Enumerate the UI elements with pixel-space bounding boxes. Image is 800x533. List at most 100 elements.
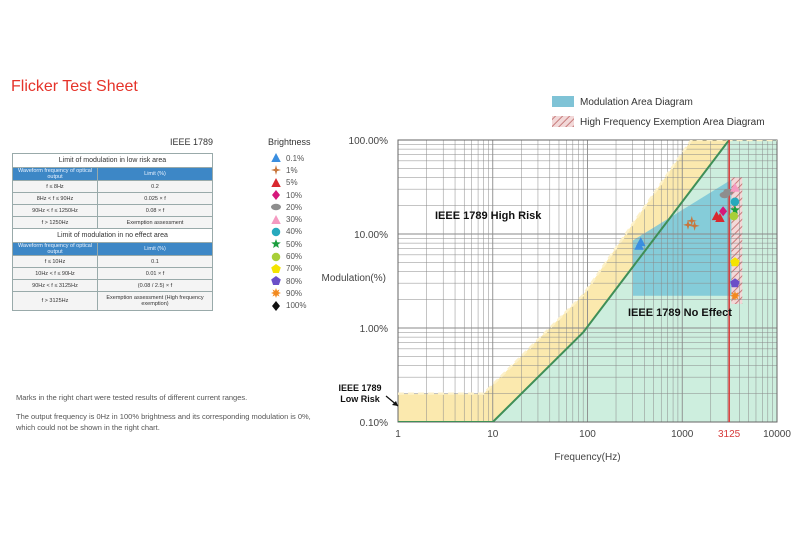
table-header-row: Waveform frequency of optical output Limi… <box>12 242 214 256</box>
triangle-marker-icon <box>271 214 281 224</box>
circle-marker-icon <box>271 227 281 237</box>
annotation-high-risk: IEEE 1789 High Risk <box>435 210 542 222</box>
table-cell: 0.1 <box>96 255 214 268</box>
table-cell: f > 1250Hz <box>12 216 98 229</box>
brightness-item: 30% <box>270 213 306 225</box>
brightness-label: 30% <box>286 215 303 225</box>
table-section-title: Limit of modulation in no effect area <box>12 228 213 243</box>
brightness-item: 90% <box>270 287 306 299</box>
diamond-marker-icon <box>272 300 280 311</box>
table-cell: f ≤ 10Hz <box>12 255 98 268</box>
y-tick-label: 0.10% <box>360 418 388 429</box>
x-tick-label: 100 <box>579 429 596 440</box>
plot-frame <box>397 139 778 423</box>
table-row: f > 3125Hz Exemption assessment (High fre… <box>12 291 214 311</box>
table-row: 10Hz < f ≤ 90Hz 0.01 × f <box>12 267 214 280</box>
annotation-no-effect: IEEE 1789 No Effect <box>628 307 732 319</box>
table-cell: 0.025 × f <box>96 192 214 205</box>
table-section-title: Limit of modulation in low risk area <box>12 153 213 168</box>
data-point <box>683 219 693 230</box>
star-marker-icon <box>271 239 281 249</box>
table-cell: 90Hz < f ≤ 3125Hz <box>12 279 98 292</box>
brightness-title: Brightness <box>268 137 311 147</box>
table-row: 8Hz < f ≤ 90Hz 0.025 × f <box>12 192 214 205</box>
annotation-low-risk-line2: Low Risk <box>340 394 381 404</box>
brightness-label: 10% <box>286 190 303 200</box>
triangle-marker-icon <box>271 153 281 163</box>
data-point <box>730 257 740 267</box>
data-point <box>729 211 739 221</box>
brightness-label: 60% <box>286 252 303 262</box>
pentagon-marker-icon <box>271 263 281 273</box>
table-cell: (0.08 / 2.5) × f <box>96 279 214 292</box>
y-tick-label: 1.00% <box>360 324 388 335</box>
table-cell: f ≤ 8Hz <box>12 180 98 193</box>
brightness-label: 1% <box>286 165 298 175</box>
brightness-label: 20% <box>286 202 303 212</box>
note-zero-frequency: The output frequency is 0Hz in 100% brig… <box>16 412 311 432</box>
table-row: 90Hz < f ≤ 1250Hz 0.08 × f <box>12 204 214 217</box>
triangle-marker-icon <box>271 177 281 187</box>
brightness-item: 50% <box>270 238 306 250</box>
note-tested-results: Marks in the right chart were tested res… <box>16 393 248 402</box>
brightness-label: 90% <box>286 288 303 298</box>
y-axis-label: Modulation(%) <box>322 273 386 284</box>
brightness-label: 70% <box>286 264 303 274</box>
brightness-label: 40% <box>286 227 303 237</box>
data-point <box>715 213 725 222</box>
low-risk-boundary <box>398 140 777 395</box>
brightness-label: 0.1% <box>286 153 305 163</box>
data-point <box>730 182 740 192</box>
brightness-item: 1% <box>270 164 306 176</box>
x-tick-label: 10 <box>487 429 499 440</box>
brightness-label: 5% <box>286 178 298 188</box>
x-tick-label: 10000 <box>763 429 791 440</box>
brightness-item: 80% <box>270 275 306 287</box>
brightness-label: 100% <box>286 301 307 311</box>
data-points <box>634 182 740 301</box>
x-tick-label: 1000 <box>671 429 694 440</box>
y-tick-label: 100.00% <box>349 136 389 147</box>
table-cell: 0.08 × f <box>96 204 214 217</box>
table-header-row: Waveform frequency of optical output Limi… <box>12 167 214 181</box>
data-point <box>730 278 740 288</box>
table-cell: Limit (%) <box>96 167 214 181</box>
circle-marker-icon <box>271 252 281 261</box>
legend-swatch <box>552 116 574 127</box>
table-cell: f > 3125Hz <box>12 291 98 311</box>
table-row: f ≤ 10Hz 0.1 <box>12 255 214 268</box>
legend-swatch <box>552 96 574 107</box>
table-cell: 0.2 <box>96 180 214 193</box>
data-point <box>686 215 697 226</box>
pentagon-marker-icon <box>271 276 281 286</box>
data-point <box>723 188 734 196</box>
brightness-legend: 0.1% 1% 5% 10% 20% 30% 40% 50% 60% 70% 80% 90% 100% <box>270 152 306 312</box>
table-cell: 0.01 × f <box>96 267 214 280</box>
ellipse-marker-icon <box>271 204 281 211</box>
brightness-item: 5% <box>270 177 306 189</box>
x-tick-label: 1 <box>395 429 401 440</box>
brightness-item: 100% <box>270 300 306 312</box>
legend-label: High Frequency Exemption Area Diagram <box>580 117 765 128</box>
data-point <box>730 205 740 214</box>
flicker-chart: 1 10 100 1000 3125 10000 0.10% 1.00% 10.00% 100.0… <box>322 96 791 463</box>
table-cell: Limit (%) <box>96 242 214 256</box>
table-cell: 10Hz < f ≤ 90Hz <box>12 267 98 280</box>
table-row: f > 1250Hz Exemption assessment <box>12 216 214 229</box>
data-point <box>636 237 646 247</box>
brightness-item: 0.1% <box>270 152 306 164</box>
data-point <box>689 220 700 231</box>
table-cell: Waveform frequency of optical output <box>12 242 98 256</box>
legend-label: Modulation Area Diagram <box>580 97 693 108</box>
data-point <box>730 197 740 207</box>
table-row: f ≤ 8Hz 0.2 <box>12 180 214 193</box>
annotation-low-risk-line1: IEEE 1789 <box>338 383 381 393</box>
brightness-item: 70% <box>270 263 306 275</box>
table-cell: Limit of modulation in low risk area <box>12 153 213 168</box>
table-cell: Exemption assessment <box>96 216 214 229</box>
diamond-marker-icon <box>272 190 280 201</box>
page-title: Flicker Test Sheet <box>11 78 138 95</box>
brightness-item: 10% <box>270 189 306 201</box>
data-point <box>730 290 740 301</box>
